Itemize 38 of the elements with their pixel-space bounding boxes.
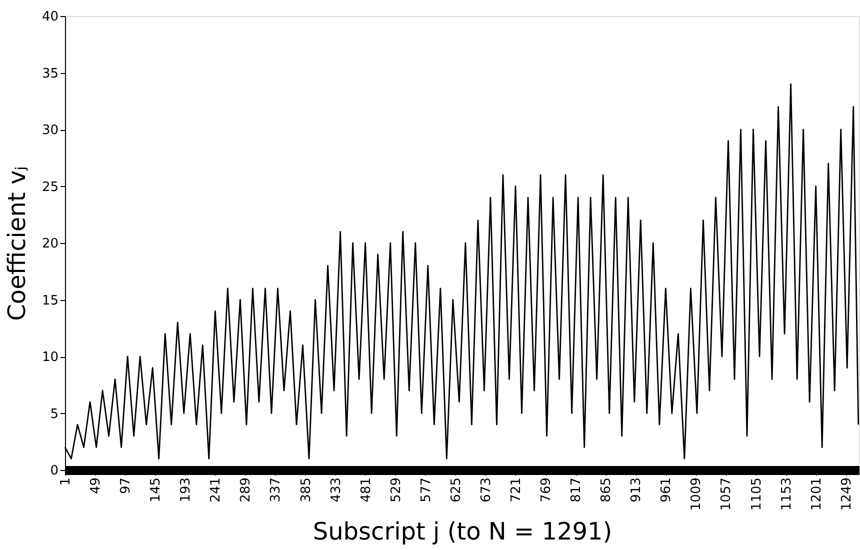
- x-tick-label: 385: [298, 478, 314, 502]
- x-tick-label: 145: [148, 478, 164, 502]
- x-tick-label: 97: [118, 478, 134, 494]
- x-axis-title: Subscript j (to N = 1291): [312, 518, 612, 546]
- x-tick-label: 865: [599, 478, 614, 502]
- x-tick-label: 1: [58, 478, 74, 486]
- y-tick-label: 25: [42, 180, 58, 195]
- y-tick-label: 5: [50, 406, 58, 422]
- x-tick-label: 721: [508, 478, 524, 502]
- x-tick-label: 49: [88, 478, 104, 494]
- x-tick-label: 241: [208, 478, 224, 502]
- x-tick-label: 529: [388, 478, 404, 502]
- x-tick-label: 769: [539, 478, 554, 502]
- x-tick-label: 337: [268, 478, 284, 502]
- x-tick-label: 913: [629, 478, 644, 502]
- x-tick-label: 625: [448, 478, 464, 502]
- x-tick-label: 1153: [779, 478, 794, 511]
- x-tick-label: 673: [478, 478, 494, 502]
- x-tick-label: 481: [358, 478, 374, 502]
- x-tick-label: 193: [178, 478, 194, 502]
- x-tick-label: 1105: [749, 478, 764, 511]
- y-tick-label: 30: [42, 123, 58, 138]
- x-tick-label: 433: [328, 478, 344, 502]
- x-tick-label: 289: [238, 478, 254, 502]
- y-tick-label: 40: [42, 10, 58, 24]
- x-tick-label: 1249: [839, 478, 854, 511]
- y-axis-title: Coefficient vⱼ: [2, 166, 31, 321]
- y-tick-label: 15: [42, 293, 58, 308]
- y-tick-label: 20: [42, 236, 58, 252]
- x-tick-label: 1201: [809, 478, 824, 511]
- y-tick-label: 0: [50, 464, 58, 478]
- x-tick-label: 1009: [689, 478, 704, 511]
- y-tick-label: 10: [42, 350, 58, 365]
- x-tick-label: 961: [659, 478, 674, 502]
- x-tick-label: 577: [418, 478, 434, 502]
- x-tick-label: 817: [569, 478, 584, 502]
- x-tick-label: 1057: [719, 478, 734, 511]
- y-tick-label: 35: [42, 66, 58, 82]
